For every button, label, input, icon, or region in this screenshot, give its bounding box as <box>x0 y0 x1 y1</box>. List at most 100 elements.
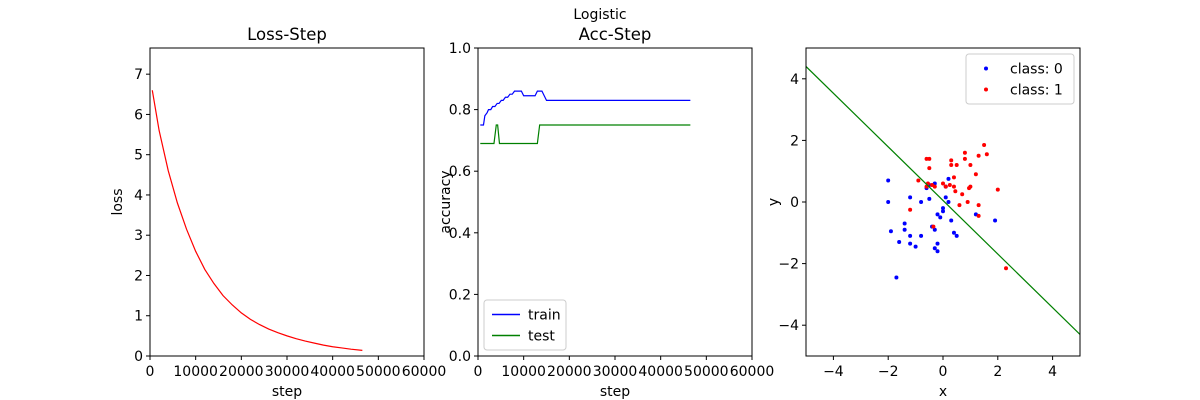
scatter-point-class: 1 <box>949 158 954 163</box>
scatter-point-class: 1 <box>916 178 921 183</box>
x-tick-label: −2 <box>878 364 899 380</box>
legend-label: class: 1 <box>1010 83 1063 99</box>
y-tick-label: 0 <box>134 349 143 365</box>
scatter-point-class: 0 <box>935 212 940 217</box>
legend-label: class: 0 <box>1010 62 1063 78</box>
x-tick-label: 4 <box>1048 364 1057 380</box>
scatter-point-class: 0 <box>897 240 902 245</box>
scatter-point-class: 0 <box>946 200 951 204</box>
scatter-point-class: 1 <box>947 183 952 188</box>
scatter-point-class: 0 <box>932 246 937 251</box>
y-tick-label: 4 <box>134 188 143 204</box>
scatter-point-class: 1 <box>953 189 958 194</box>
scatter-point-class: 1 <box>973 172 978 177</box>
scatter-point-class: 0 <box>941 206 945 211</box>
subplot-title: Acc-Step <box>579 25 652 44</box>
y-tick-label: 1 <box>134 309 143 325</box>
y-axis-label: y <box>766 198 782 206</box>
x-tick-label: 20000 <box>219 364 264 380</box>
legend: class: 0 class: 1 <box>965 53 1075 105</box>
scatter-point-class: 1 <box>927 156 932 161</box>
scatter-point-class: 1 <box>941 181 945 186</box>
x-tick-label: 0 <box>474 364 483 380</box>
scatter-point-class: 0 <box>949 218 954 223</box>
scatter-point-class: 1 <box>1004 266 1009 271</box>
y-axis-label: loss <box>110 188 126 215</box>
x-tick-label: 30000 <box>265 364 310 380</box>
scatter-point-class: 0 <box>908 241 913 246</box>
scatter-point-class: 1 <box>951 175 956 180</box>
scatter-point-class: 1 <box>924 156 929 161</box>
figure-suptitle: Logistic <box>573 7 626 23</box>
x-tick-label: 50000 <box>684 364 729 380</box>
subplot-title: Loss-Step <box>247 25 327 44</box>
x-tick-label: 0 <box>939 364 948 380</box>
y-tick-label: −2 <box>778 257 799 273</box>
series-line-0 <box>151 90 363 351</box>
scatter-point-class: 0 <box>941 209 945 214</box>
scatter-point-class: 1 <box>962 156 967 161</box>
x-axis-label: step <box>272 384 302 400</box>
y-tick-label: 2 <box>790 133 799 149</box>
scatter-point-class: 1 <box>957 203 962 208</box>
x-tick-label: 60000 <box>402 364 447 380</box>
legend-box <box>483 299 567 351</box>
x-tick-label: 50000 <box>356 364 401 380</box>
series-line-train <box>480 90 691 126</box>
x-tick-label: 10000 <box>501 364 546 380</box>
scatter-point-class: 0 <box>894 275 899 280</box>
x-axis-label: x <box>939 384 947 400</box>
y-axis-label: accuracy <box>438 170 454 233</box>
scatter-point-class: 0 <box>943 195 948 200</box>
y-tick-label: 7 <box>134 67 143 83</box>
y-tick-label: 0.2 <box>449 287 471 303</box>
scatter-point-class: 1 <box>984 152 989 157</box>
x-tick-label: 40000 <box>638 364 683 380</box>
y-tick-label: 2 <box>134 268 143 284</box>
x-tick-label: 60000 <box>730 364 775 380</box>
scatter-point-class: 1 <box>968 163 973 168</box>
scatter-point-class: 0 <box>938 215 943 220</box>
y-tick-label: −4 <box>778 318 799 334</box>
decision-boundary-line <box>806 66 1080 335</box>
subplot-3: −4 −2 0 2 4 −4 −2 0 2 4 x y class: 0 class: 1 <box>766 47 1081 400</box>
scatter-point-class: 0 <box>908 233 913 238</box>
x-tick-label: 30000 <box>593 364 638 380</box>
scatter-point-class: 1 <box>976 213 981 218</box>
data-layer <box>480 90 691 145</box>
scatter-point-class: 1 <box>976 203 981 208</box>
legend-label: test <box>528 329 555 345</box>
scatter-point-class: 1 <box>995 187 1000 192</box>
series-line-test <box>480 124 691 145</box>
y-tick-label: 0.8 <box>449 103 471 119</box>
x-axis-label: step <box>600 384 630 400</box>
scatter-point-class: 1 <box>927 166 932 171</box>
legend-box <box>965 53 1075 105</box>
y-tick-label: 0.4 <box>449 226 471 242</box>
scatter-point-class: 0 <box>935 241 940 246</box>
y-tick-label: 0.6 <box>449 164 471 180</box>
scatter-point-class: 0 <box>888 229 893 234</box>
y-tick-label: 4 <box>790 72 799 88</box>
y-tick-label: 5 <box>134 148 143 164</box>
legend-label: train <box>528 308 561 324</box>
scatter-point-class: 0 <box>946 176 951 181</box>
scatter-point-class: 0 <box>951 230 956 235</box>
scatter-point-class: 1 <box>943 184 948 189</box>
scatter-point-class: 0 <box>954 233 959 238</box>
scatter-point-class: 0 <box>919 200 924 204</box>
scatter-point-class: 1 <box>976 153 981 158</box>
scatter-point-class: 0 <box>919 233 924 238</box>
scatter-point-class: 1 <box>951 184 956 189</box>
x-tick-label: 10000 <box>173 364 218 380</box>
y-tick-label: 6 <box>134 107 143 123</box>
data-layer <box>151 90 363 351</box>
legend-marker <box>984 66 988 71</box>
scatter-point-class: 1 <box>931 224 936 229</box>
scatter-point-class: 1 <box>932 184 937 189</box>
y-tick-label: 0.0 <box>449 349 471 365</box>
scatter-point-class: 0 <box>886 200 891 204</box>
scatter-point-class: 1 <box>965 200 970 204</box>
x-tick-label: 40000 <box>310 364 355 380</box>
